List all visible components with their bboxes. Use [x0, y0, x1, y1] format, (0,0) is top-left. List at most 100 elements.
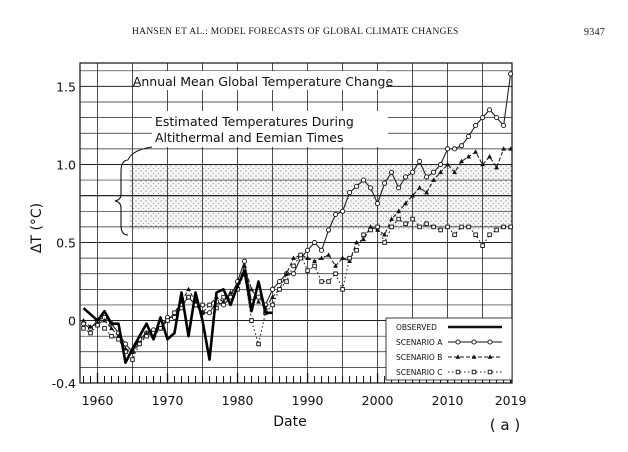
data-point: [221, 299, 226, 304]
data-point: [501, 146, 506, 151]
data-point: [312, 239, 318, 246]
data-point: [206, 310, 213, 316]
data-point: [459, 224, 464, 230]
data-point: [305, 268, 310, 273]
page-number: 9347: [584, 27, 606, 38]
legend-marker: [455, 339, 461, 345]
data-point: [361, 177, 367, 183]
data-point: [410, 216, 415, 222]
legend-marker: [487, 369, 493, 375]
data-point: [445, 224, 450, 230]
data-point: [382, 232, 387, 237]
data-point: [333, 263, 338, 268]
data-point: [270, 302, 275, 308]
legend-marker: [455, 369, 461, 375]
data-point: [431, 177, 436, 182]
title-box: [140, 71, 386, 90]
data-point: [480, 115, 486, 121]
data-point: [382, 180, 388, 186]
data-point: [494, 227, 499, 233]
data-point: [424, 189, 429, 195]
data-point: [340, 208, 346, 214]
series-line: [82, 269, 273, 365]
data-point: [438, 169, 443, 175]
data-point: [368, 227, 373, 233]
data-point: [508, 71, 514, 77]
data-point: [291, 263, 296, 269]
y-tick-label: 0: [68, 314, 76, 329]
data-point: [298, 252, 303, 258]
data-point: [291, 255, 296, 260]
data-point: [95, 322, 100, 328]
data-point: [144, 330, 149, 335]
data-point: [81, 326, 86, 331]
data-point: [438, 227, 443, 233]
data-point: [109, 325, 114, 331]
x-tick-label: 2010: [432, 393, 464, 408]
data-point: [319, 255, 324, 260]
data-point: [333, 271, 338, 276]
y-tick-label: 1.5: [56, 79, 76, 94]
x-axis-label: Date: [273, 414, 306, 430]
data-point: [102, 326, 107, 331]
data-point: [88, 324, 93, 329]
data-point: [480, 161, 485, 167]
data-point: [452, 146, 458, 152]
running-title: HANSEN ET AL.: MODEL FORECASTS OF GLOBAL…: [132, 27, 459, 37]
data-point: [361, 236, 366, 242]
data-point: [382, 240, 387, 245]
x-tick-label: 1980: [222, 393, 254, 408]
data-point: [326, 279, 331, 284]
data-point: [389, 169, 395, 175]
data-point: [487, 154, 492, 159]
data-point: [389, 216, 394, 221]
legend-label: OBSERVED: [396, 323, 437, 332]
data-point: [81, 317, 86, 323]
legend-label: SCENARIO B: [396, 353, 442, 362]
x-tick-labels: 1960 1970 1980 1990 2000 2010 2019: [82, 393, 527, 408]
data-point: [473, 149, 478, 154]
legend-marker: [487, 339, 493, 345]
data-point: [319, 279, 324, 284]
running-head: HANSEN ET AL.: MODEL FORECASTS OF GLOBAL…: [0, 27, 628, 41]
data-point: [424, 174, 430, 180]
data-point: [473, 232, 478, 237]
x-tick-label: 1960: [82, 393, 114, 408]
series-line: [83, 218, 511, 361]
data-point: [200, 302, 205, 308]
legend-marker: [471, 369, 477, 375]
annotation-line-1: Estimated Temperatures During: [155, 114, 354, 129]
data-point: [452, 169, 457, 175]
y-tick-label: 0.5: [56, 236, 76, 251]
data-point: [312, 263, 317, 269]
x-tick-label: 2019: [495, 393, 527, 408]
data-point: [445, 161, 450, 167]
data-point: [347, 255, 352, 261]
legend-marker: [471, 339, 477, 345]
data-point: [207, 302, 212, 308]
data-point: [431, 169, 437, 175]
data-point: [221, 294, 226, 300]
legend-marker: [487, 354, 493, 359]
data-point: [312, 258, 317, 264]
annotation-brace: [114, 159, 129, 236]
data-point: [396, 216, 401, 222]
data-point: [319, 247, 325, 253]
data-point: [473, 122, 479, 128]
legend: OBSERVED SCENARIO A SCENARIO B SCENARIO C: [385, 317, 513, 381]
x-tick-label: 1970: [152, 393, 184, 408]
data-point: [466, 224, 471, 230]
data-point: [417, 185, 422, 190]
data-point: [480, 243, 485, 248]
data-point: [305, 255, 310, 260]
data-point: [277, 287, 282, 292]
data-point: [354, 239, 359, 245]
data-point: [508, 224, 513, 230]
data-point: [269, 286, 276, 292]
data-point: [389, 224, 394, 230]
y-tick-label: -0.4: [52, 376, 76, 391]
data-point: [459, 158, 464, 164]
legend-label: SCENARIO C: [396, 368, 442, 377]
x-tick-label: 2000: [362, 393, 394, 408]
